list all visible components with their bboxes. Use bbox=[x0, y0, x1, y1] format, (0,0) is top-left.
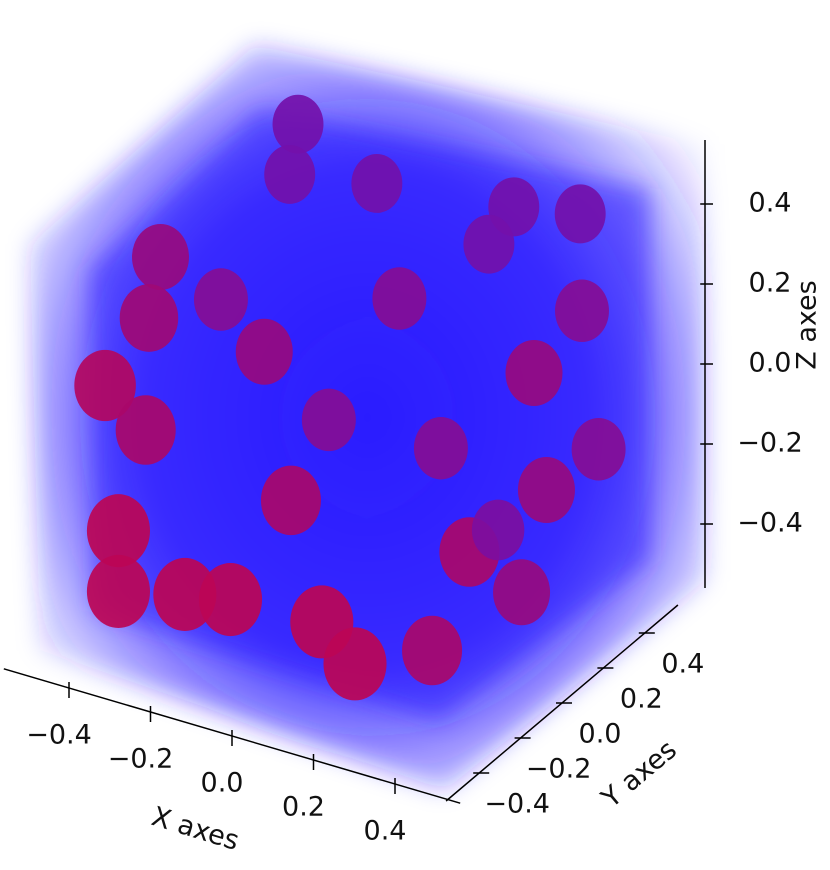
point bbox=[86, 494, 150, 568]
point bbox=[132, 223, 189, 290]
x-tick-label: −0.4 bbox=[26, 720, 92, 751]
points bbox=[74, 94, 626, 701]
point bbox=[323, 627, 387, 701]
z-tick-label: 0.4 bbox=[749, 188, 792, 219]
point bbox=[554, 184, 606, 244]
y-tick-label: −0.2 bbox=[526, 754, 592, 785]
point bbox=[235, 318, 293, 385]
point bbox=[115, 395, 176, 465]
z-tick-label: −0.2 bbox=[737, 428, 803, 459]
point bbox=[193, 268, 248, 331]
point bbox=[74, 349, 136, 422]
z-tick-label: 0.2 bbox=[749, 268, 792, 299]
point bbox=[272, 94, 324, 154]
point bbox=[505, 340, 563, 407]
x-tick-label: 0.4 bbox=[364, 816, 407, 847]
z-axis-label: Z axes bbox=[792, 280, 823, 369]
point bbox=[555, 279, 609, 343]
x-tick-label: 0.0 bbox=[201, 768, 244, 799]
z-tick-label: −0.4 bbox=[737, 508, 803, 539]
x-tick-label: 0.2 bbox=[282, 792, 325, 823]
y-tick-label: −0.4 bbox=[484, 789, 550, 820]
point bbox=[351, 153, 403, 213]
x-axis-label: X axes bbox=[148, 801, 243, 857]
z-tick-label: 0.0 bbox=[749, 348, 792, 379]
point bbox=[86, 554, 150, 628]
x-tick-label: −0.2 bbox=[108, 744, 174, 775]
point bbox=[260, 465, 321, 536]
point bbox=[402, 615, 463, 686]
y-tick-label: 0.0 bbox=[579, 719, 622, 750]
point bbox=[153, 557, 217, 631]
point bbox=[372, 267, 427, 330]
y-tick-label: 0.2 bbox=[620, 684, 663, 715]
y-tick-label: 0.4 bbox=[661, 649, 704, 680]
point bbox=[198, 563, 263, 637]
point bbox=[264, 144, 316, 204]
point bbox=[517, 457, 575, 524]
point bbox=[471, 499, 525, 561]
point bbox=[119, 284, 179, 352]
point bbox=[463, 214, 515, 274]
point bbox=[413, 416, 468, 480]
point bbox=[571, 418, 626, 481]
axes: −0.4 −0.2 0.0 0.2 0.4 −0.4 −0.2 0.0 0.2 0.4 −0.4 −0… bbox=[3, 140, 803, 847]
point bbox=[493, 559, 551, 626]
point bbox=[301, 388, 356, 452]
